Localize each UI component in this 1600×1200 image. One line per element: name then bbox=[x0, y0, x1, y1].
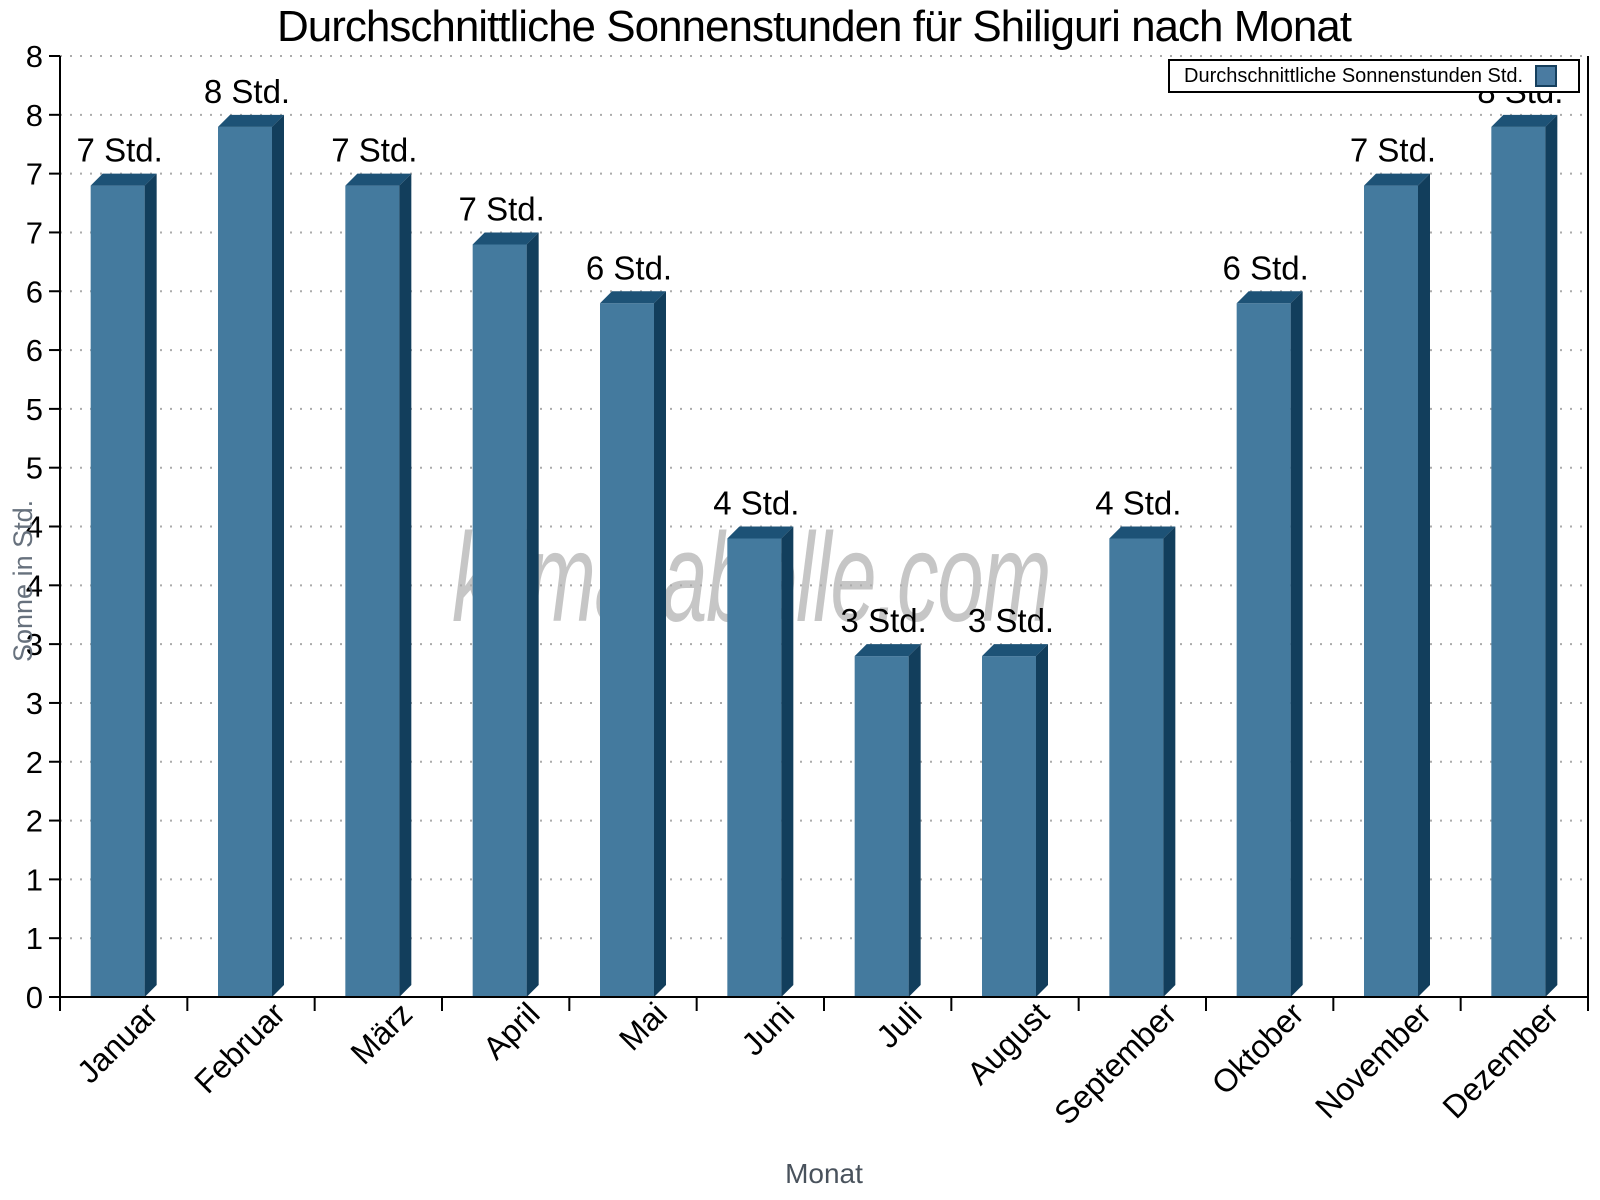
bar-value-label: 7 Std. bbox=[1350, 132, 1436, 169]
bar bbox=[345, 185, 400, 997]
bar-top-face bbox=[1109, 526, 1176, 539]
bar-value-label: 6 Std. bbox=[586, 249, 672, 286]
y-tick-label: 0 bbox=[26, 980, 43, 1015]
y-tick-label: 5 bbox=[26, 392, 43, 427]
x-tick-label: November bbox=[1308, 995, 1438, 1125]
bar-top-face bbox=[982, 644, 1048, 657]
y-tick-label: 5 bbox=[26, 451, 43, 486]
bar-side-face bbox=[1418, 173, 1430, 997]
bar-top-face bbox=[600, 291, 666, 304]
y-tick-label: 7 bbox=[26, 215, 43, 250]
bar-top-face bbox=[1364, 173, 1430, 186]
bar-top-face bbox=[345, 173, 412, 186]
bar-value-label: 4 Std. bbox=[1095, 485, 1181, 522]
bar-side-face bbox=[1163, 526, 1176, 997]
y-tick-label: 4 bbox=[26, 510, 43, 545]
bar bbox=[1109, 538, 1164, 997]
bar-top-face bbox=[727, 526, 794, 539]
x-tick-label: Juni bbox=[734, 995, 801, 1062]
y-tick-label: 3 bbox=[26, 627, 43, 662]
bar-value-label: 4 Std. bbox=[713, 485, 799, 522]
bar-side-face bbox=[781, 526, 794, 997]
y-tick-label: 2 bbox=[26, 804, 43, 839]
legend: Durchschnittliche Sonnenstunden Std. bbox=[1168, 59, 1580, 93]
bar bbox=[982, 656, 1036, 997]
bar bbox=[90, 185, 145, 997]
bar-side-face bbox=[654, 291, 666, 997]
x-axis-title: Monat bbox=[785, 1158, 863, 1189]
bar-side-face bbox=[144, 173, 157, 997]
bar-top-face bbox=[218, 114, 284, 127]
y-tick-label: 8 bbox=[26, 98, 43, 133]
bar-value-label: 8 Std. bbox=[204, 73, 290, 110]
bar-side-face bbox=[1545, 114, 1558, 997]
y-tick-label: 1 bbox=[26, 921, 43, 956]
y-tick-label: 6 bbox=[26, 274, 43, 309]
bar-side-face bbox=[1290, 291, 1303, 997]
y-tick-label: 7 bbox=[26, 157, 43, 192]
x-tick-label: August bbox=[960, 995, 1056, 1091]
bar bbox=[218, 126, 272, 997]
bar-side-face bbox=[399, 173, 412, 997]
y-tick-label: 2 bbox=[26, 745, 43, 780]
x-tick-label: Mai bbox=[612, 995, 674, 1057]
legend-swatch-icon bbox=[1535, 65, 1558, 87]
bar-top-face bbox=[854, 644, 921, 657]
bar-value-label: 7 Std. bbox=[77, 132, 163, 169]
bar-top-face bbox=[472, 232, 539, 245]
bar bbox=[1491, 126, 1546, 997]
x-tick-label: Januar bbox=[70, 995, 165, 1090]
x-tick-label: Juli bbox=[869, 995, 928, 1054]
bar bbox=[600, 303, 654, 997]
x-tick-label: April bbox=[476, 995, 547, 1066]
bar-value-label: 7 Std. bbox=[331, 132, 417, 169]
x-tick-label: Oktober bbox=[1205, 995, 1311, 1101]
bar-side-face bbox=[526, 232, 539, 997]
bar-side-face bbox=[1036, 644, 1048, 997]
x-tick-label: Dezember bbox=[1435, 995, 1565, 1125]
bar bbox=[727, 538, 782, 997]
y-tick-label: 4 bbox=[26, 568, 43, 603]
bar bbox=[854, 656, 909, 997]
y-axis-title: Sonne in Std. bbox=[8, 499, 38, 662]
bar-value-label: 3 Std. bbox=[968, 602, 1054, 639]
y-tick-label: 6 bbox=[26, 333, 43, 368]
bar-value-label: 7 Std. bbox=[459, 190, 545, 227]
legend-label: Durchschnittliche Sonnenstunden Std. bbox=[1184, 64, 1524, 87]
bar-value-label: 6 Std. bbox=[1223, 249, 1309, 286]
bar-top-face bbox=[1491, 114, 1558, 127]
bar-top-face bbox=[90, 173, 157, 186]
y-tick-label: 1 bbox=[26, 862, 43, 897]
bar bbox=[1236, 303, 1291, 997]
x-tick-label: März bbox=[344, 995, 420, 1071]
bar-side-face bbox=[272, 114, 284, 997]
chart-title: Durchschnittliche Sonnenstunden für Shil… bbox=[277, 2, 1352, 51]
x-tick-label: Februar bbox=[187, 995, 292, 1100]
bar bbox=[1364, 185, 1418, 997]
y-tick-label: 3 bbox=[26, 686, 43, 721]
y-tick-label: 8 bbox=[26, 39, 43, 74]
bar bbox=[472, 244, 527, 997]
bar-side-face bbox=[908, 644, 921, 997]
bar-value-label: 3 Std. bbox=[841, 602, 927, 639]
x-tick-label: September bbox=[1047, 995, 1183, 1131]
bar-top-face bbox=[1236, 291, 1303, 304]
